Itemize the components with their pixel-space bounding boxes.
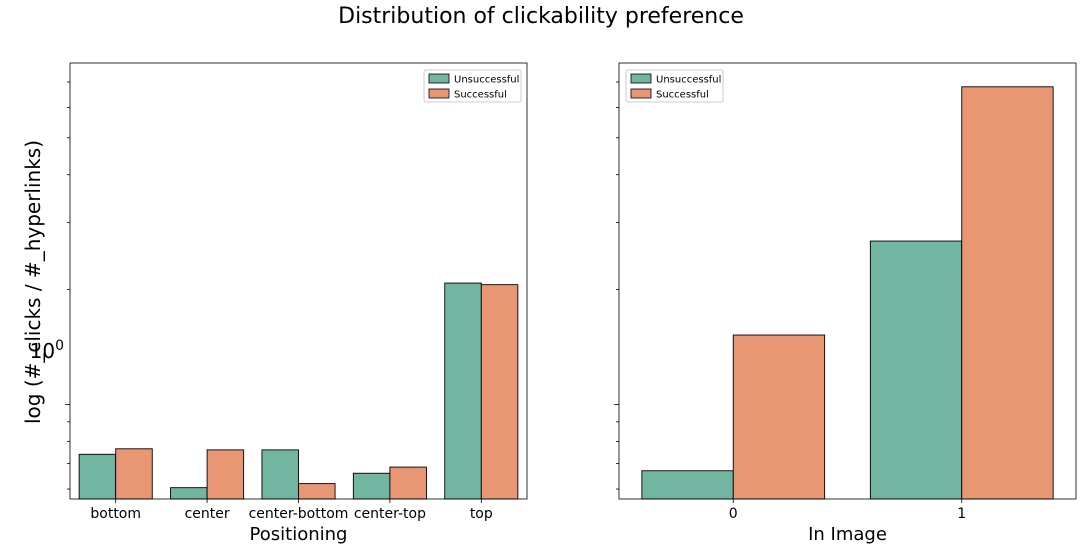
positioning-x-ticks: bottom center center-bottom center-top top [90, 499, 493, 522]
legend-swatch-successful [630, 88, 652, 99]
in-image-bars [641, 86, 1054, 500]
in-image-minor-ticks [614, 81, 619, 490]
in-image-plot-frame [618, 62, 1077, 500]
bar-unsuccessful-center-top [352, 472, 391, 500]
in-image-legend: Unsuccessful Successful [625, 69, 724, 103]
bar-unsuccessful-center [170, 487, 208, 500]
legend-label-successful: Successful [656, 90, 709, 101]
bar-unsuccessful-0 [641, 470, 734, 500]
positioning-chart: bottom center center-bottom center-top top 1… [21, 62, 528, 545]
x-tick-label: 1 [957, 506, 966, 522]
x-tick-label: bottom [90, 506, 141, 522]
positioning-bars [78, 282, 519, 500]
positioning-legend: Unsuccessful Successful [423, 69, 522, 103]
bar-unsuccessful-bottom [78, 453, 117, 500]
bar-successful-bottom [115, 448, 153, 500]
positioning-x-axis-label: Positioning [250, 524, 348, 545]
legend-label-successful: Successful [454, 90, 507, 101]
x-tick-label: top [470, 506, 493, 522]
bar-unsuccessful-top [444, 282, 482, 500]
bar-successful-center [206, 449, 245, 500]
bar-successful-center-bottom [298, 483, 336, 500]
legend-label-unsuccessful: Unsuccessful [454, 75, 519, 86]
legend-swatch-unsuccessful [630, 73, 652, 84]
figure-title: Distribution of clickability preference [338, 4, 744, 29]
positioning-ytick-label: 100 [30, 338, 64, 363]
bar-unsuccessful-center-bottom [261, 449, 299, 500]
x-tick-label: center [185, 506, 230, 522]
legend-swatch-successful [428, 88, 450, 99]
x-tick-label: center-top [354, 506, 426, 522]
bar-successful-1 [961, 86, 1054, 500]
positioning-minor-ticks [65, 81, 70, 490]
bar-successful-center-top [389, 466, 427, 500]
bar-unsuccessful-1 [869, 240, 963, 500]
legend-swatch-unsuccessful [428, 73, 450, 84]
legend-label-unsuccessful: Unsuccessful [656, 75, 721, 86]
bar-successful-0 [732, 334, 826, 500]
x-tick-label: 0 [729, 506, 738, 522]
y-axis-label: log (#_clicks / #_hyperlinks) [21, 140, 45, 424]
in-image-x-axis-label: In Image [808, 524, 887, 545]
bar-successful-top [480, 284, 519, 500]
x-tick-label: center-bottom [249, 506, 349, 522]
